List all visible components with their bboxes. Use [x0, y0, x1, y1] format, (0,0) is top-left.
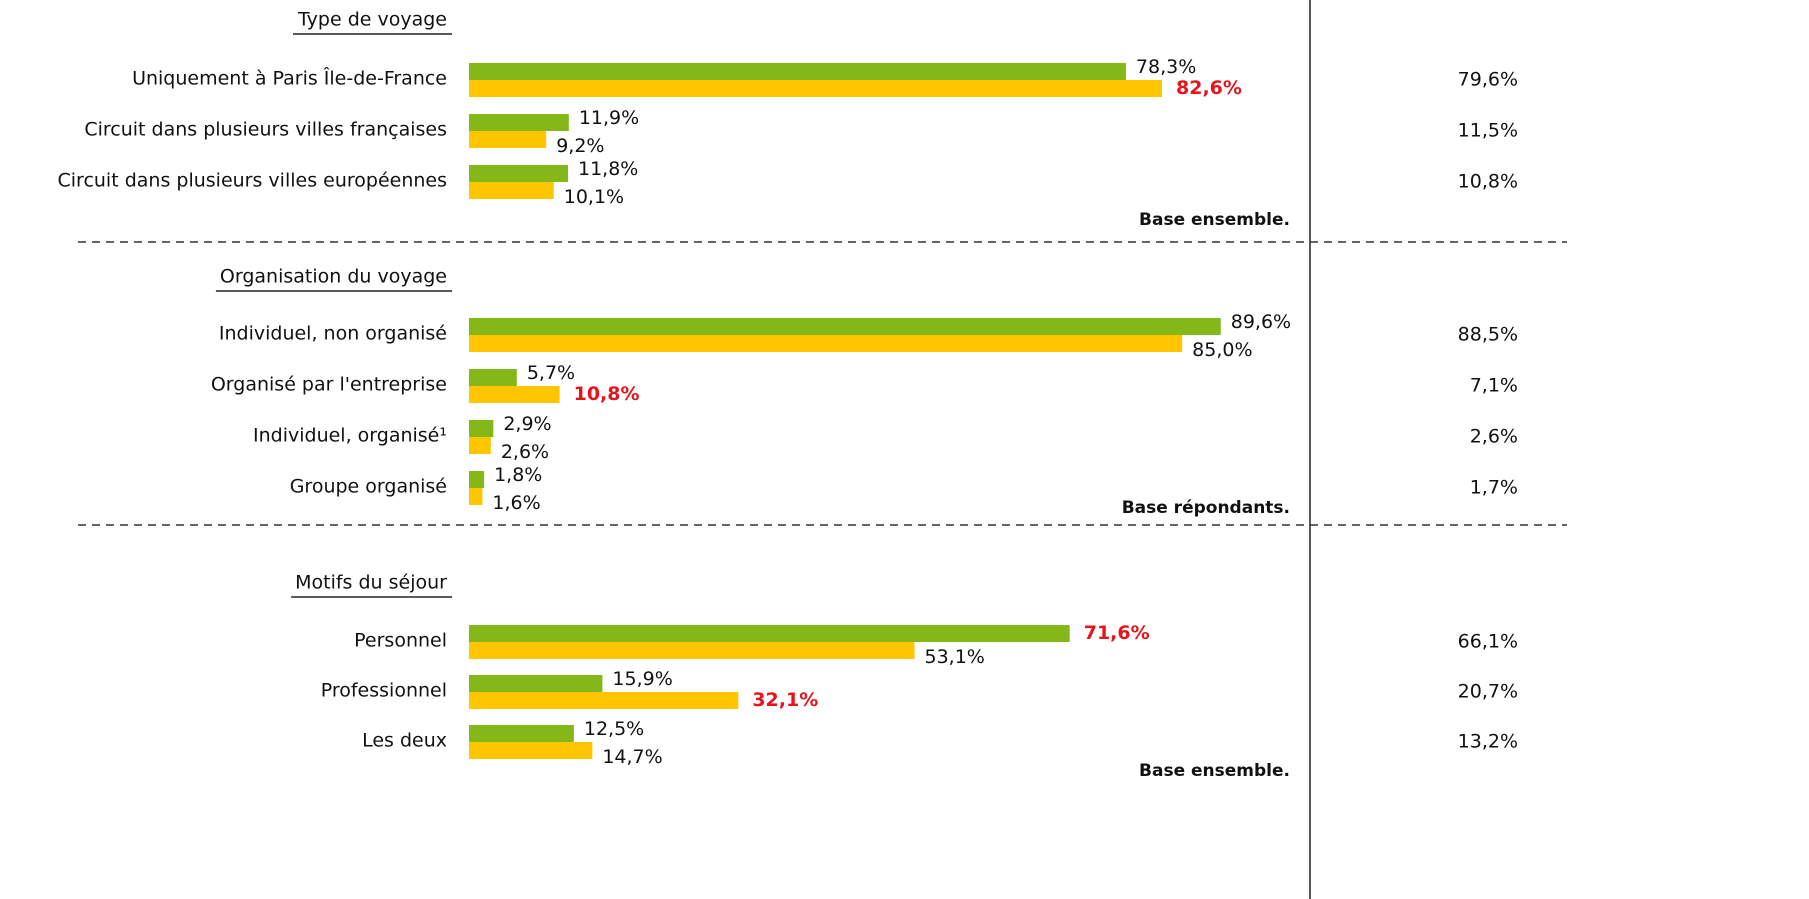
category-label: Organisé par l'entreprise	[211, 374, 447, 396]
value-label: 53,1%	[925, 646, 985, 668]
total-label: 2,6%	[1470, 426, 1518, 448]
category-label: Circuit dans plusieurs villes françaises	[84, 119, 447, 141]
bar	[469, 725, 574, 742]
total-label: 20,7%	[1458, 681, 1518, 703]
value-label: 15,9%	[612, 668, 672, 690]
value-label: 14,7%	[602, 746, 662, 768]
value-label: 32,1%	[752, 689, 818, 711]
category-label: Individuel, organisé¹	[253, 425, 447, 447]
bar	[469, 420, 494, 437]
bar	[469, 625, 1070, 642]
bar	[469, 165, 569, 182]
bar	[469, 63, 1126, 80]
category-label: Professionnel	[321, 680, 447, 702]
total-label: 7,1%	[1470, 375, 1518, 397]
value-label: 2,6%	[501, 441, 549, 463]
bar	[469, 692, 739, 709]
total-label: 13,2%	[1458, 731, 1518, 753]
bar	[469, 675, 603, 692]
base-note: Base ensemble.	[1139, 761, 1290, 781]
bar	[469, 437, 491, 454]
total-label: 88,5%	[1458, 324, 1518, 346]
category-label: Groupe organisé	[290, 476, 447, 498]
bar	[469, 471, 485, 488]
total-label: 10,8%	[1458, 171, 1518, 193]
value-label: 11,9%	[579, 107, 639, 129]
bar	[469, 369, 517, 386]
total-label: 11,5%	[1458, 120, 1518, 142]
bar	[469, 114, 569, 131]
base-note: Base répondants.	[1122, 498, 1290, 518]
bar	[469, 182, 554, 199]
base-note: Base ensemble.	[1139, 210, 1290, 230]
value-label: 10,8%	[574, 383, 640, 405]
value-label: 1,8%	[494, 464, 542, 486]
bar	[469, 642, 915, 659]
category-label: Individuel, non organisé	[219, 323, 447, 345]
value-label: 9,2%	[556, 135, 604, 157]
bar	[469, 131, 547, 148]
value-label: 89,6%	[1231, 311, 1291, 333]
section-title: Motifs du séjour	[295, 572, 447, 594]
category-label: Uniquement à Paris Île-de-France	[132, 67, 447, 90]
bar	[469, 488, 483, 505]
value-label: 82,6%	[1176, 77, 1242, 99]
value-label: 10,1%	[564, 186, 624, 208]
total-label: 79,6%	[1458, 69, 1518, 91]
category-label: Les deux	[362, 730, 447, 752]
category-label: Circuit dans plusieurs villes européenne…	[58, 170, 448, 192]
bar	[469, 318, 1221, 335]
value-label: 11,8%	[578, 158, 638, 180]
value-label: 71,6%	[1084, 622, 1150, 644]
bar	[469, 386, 560, 403]
value-label: 1,6%	[492, 492, 540, 514]
value-label: 85,0%	[1192, 339, 1252, 361]
value-label: 78,3%	[1136, 56, 1196, 78]
category-label: Personnel	[354, 630, 447, 652]
section-title: Type de voyage	[297, 9, 447, 31]
bar	[469, 80, 1163, 97]
bar	[469, 335, 1183, 352]
value-label: 12,5%	[584, 718, 644, 740]
section-title: Organisation du voyage	[220, 266, 447, 288]
bar	[469, 742, 593, 759]
value-label: 5,7%	[527, 362, 575, 384]
total-label: 1,7%	[1470, 477, 1518, 499]
total-label: 66,1%	[1458, 631, 1518, 653]
value-label: 2,9%	[503, 413, 551, 435]
